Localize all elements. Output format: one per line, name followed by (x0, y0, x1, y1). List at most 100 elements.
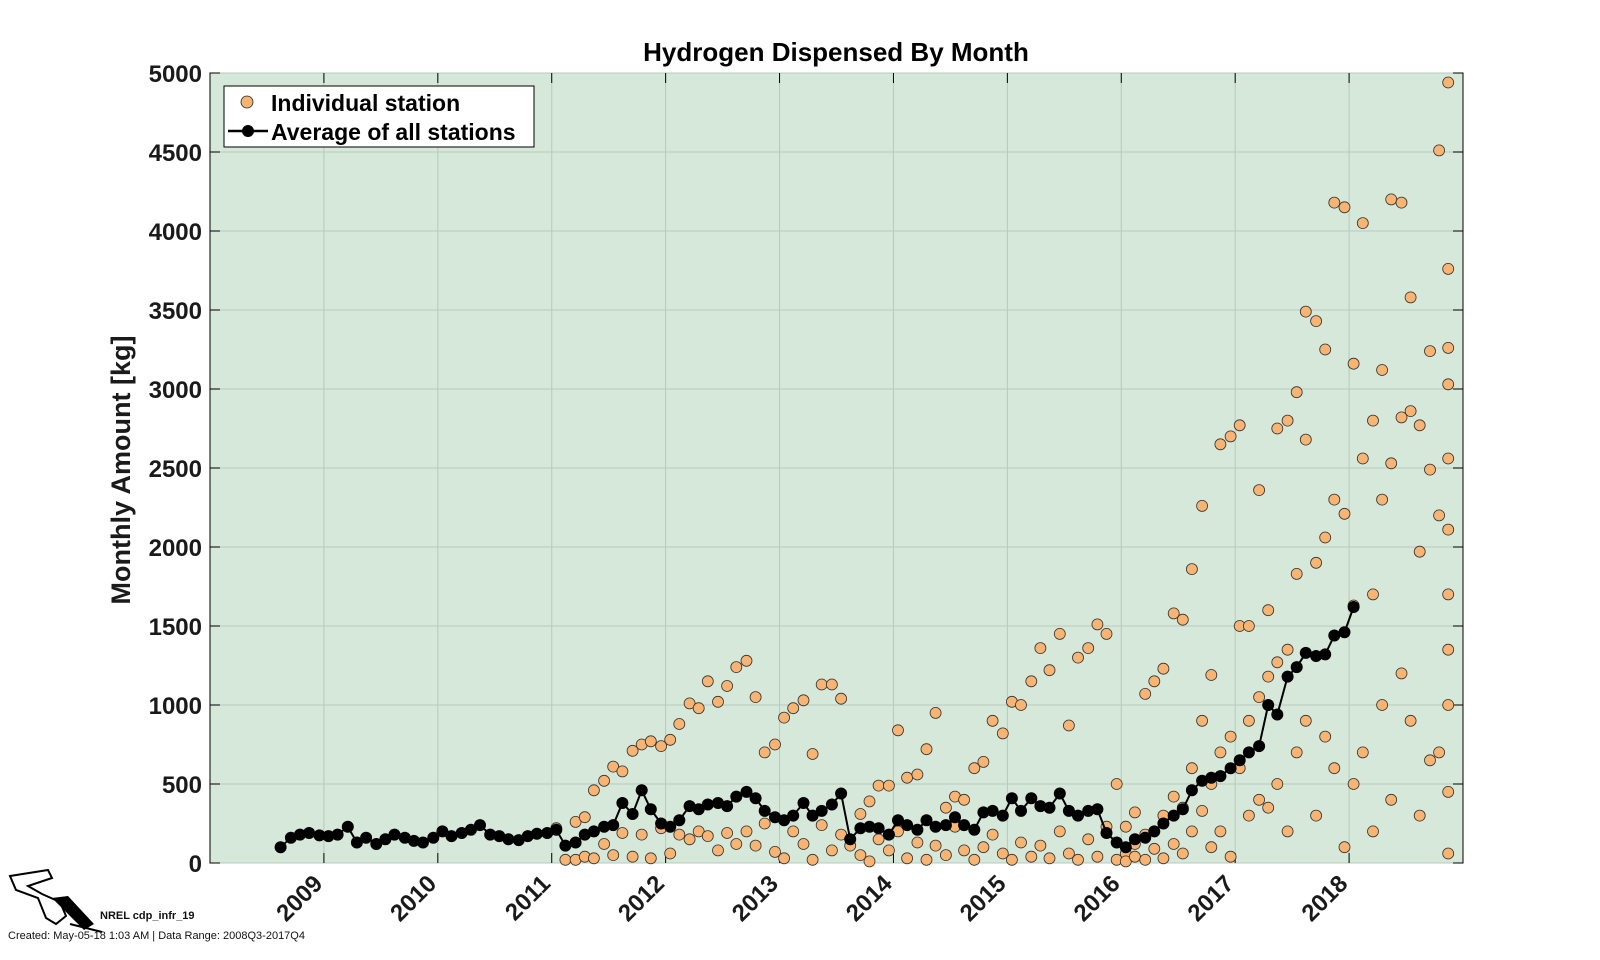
average-point (1015, 804, 1027, 817)
average-point (1157, 817, 1170, 830)
average-point (398, 831, 411, 844)
station-point (1367, 825, 1379, 838)
station-point (1442, 76, 1455, 89)
station-point (911, 836, 924, 849)
station-point (1167, 607, 1180, 620)
station-point (1376, 364, 1388, 376)
station-point (749, 839, 762, 852)
station-point (863, 795, 876, 808)
station-point (1205, 841, 1218, 854)
station-point (1082, 833, 1095, 846)
station-point (1442, 699, 1455, 711)
station-point (683, 833, 696, 846)
station-point (1299, 305, 1312, 318)
station-point (598, 774, 610, 787)
y-tick-label: 3500 (149, 298, 202, 325)
y-tick-label: 2500 (149, 456, 202, 483)
legend-station-marker (240, 95, 254, 109)
station-point (1319, 531, 1332, 544)
average-point (835, 787, 848, 800)
average-point (721, 800, 734, 813)
average-point (1139, 831, 1152, 844)
station-point (1186, 762, 1198, 775)
average-point (445, 830, 458, 843)
average-point (882, 828, 895, 841)
x-tick-label: 2014 (841, 870, 898, 927)
average-point (322, 830, 335, 843)
average-point (958, 819, 971, 832)
station-point (901, 771, 913, 784)
station-point (1091, 618, 1104, 631)
station-point (920, 853, 933, 866)
station-point (1072, 651, 1084, 664)
station-point (626, 850, 639, 863)
station-point (1328, 196, 1341, 209)
station-point (854, 808, 867, 820)
station-point (1053, 628, 1066, 640)
station-point (644, 852, 657, 865)
station-point (1015, 836, 1027, 849)
average-point (863, 820, 876, 833)
station-point (1338, 201, 1351, 214)
average-point (1043, 801, 1056, 814)
average-point (854, 822, 867, 835)
station-point (901, 852, 913, 865)
average-point (1328, 629, 1341, 642)
average-point (1205, 771, 1218, 784)
station-point (1356, 452, 1369, 465)
station-point (797, 838, 810, 850)
station-point (1413, 419, 1426, 432)
station-point (1148, 842, 1161, 855)
y-tick-label: 4000 (149, 219, 202, 246)
station-point (559, 853, 572, 866)
average-point (778, 814, 791, 827)
station-point (1025, 675, 1038, 688)
station-point (712, 695, 724, 708)
station-point (701, 830, 714, 842)
station-point (1367, 414, 1379, 427)
average-point (730, 790, 743, 803)
station-points (550, 76, 1455, 868)
station-point (1196, 714, 1208, 727)
station-point (1119, 855, 1132, 868)
station-point (996, 727, 1009, 740)
average-point (1224, 762, 1237, 775)
legend-average-label: Average of all stations (271, 119, 516, 145)
station-point (958, 793, 970, 806)
station-point (815, 678, 828, 691)
station-point (1262, 604, 1275, 617)
station-point (758, 817, 771, 830)
station-point (1253, 484, 1265, 497)
station-point (996, 847, 1009, 860)
x-tick-label: 2016 (1069, 870, 1126, 927)
average-point (920, 814, 933, 827)
station-point (616, 765, 629, 778)
station-point (769, 846, 781, 858)
station-point (1167, 838, 1180, 850)
average-point (787, 809, 800, 822)
station-point (1395, 196, 1408, 209)
station-point (1271, 422, 1284, 435)
station-point (1290, 568, 1303, 580)
station-point (1442, 378, 1455, 391)
average-point (1100, 827, 1113, 839)
station-point (730, 838, 743, 850)
station-point (1053, 825, 1066, 838)
station-point (1319, 343, 1332, 356)
station-point (1139, 688, 1152, 700)
station-point (797, 694, 810, 707)
station-point (977, 756, 990, 768)
average-point (1053, 787, 1066, 800)
average-point (455, 827, 468, 839)
average-point (1119, 841, 1132, 854)
station-point (1271, 656, 1284, 669)
station-point (635, 828, 648, 841)
station-point (1006, 853, 1018, 866)
y-tick-label: 5000 (149, 61, 202, 88)
station-point (1356, 746, 1369, 759)
average-point (474, 819, 486, 832)
station-point (1281, 414, 1294, 427)
station-point (1310, 809, 1322, 822)
average-point (692, 803, 705, 816)
average-point (493, 830, 506, 843)
